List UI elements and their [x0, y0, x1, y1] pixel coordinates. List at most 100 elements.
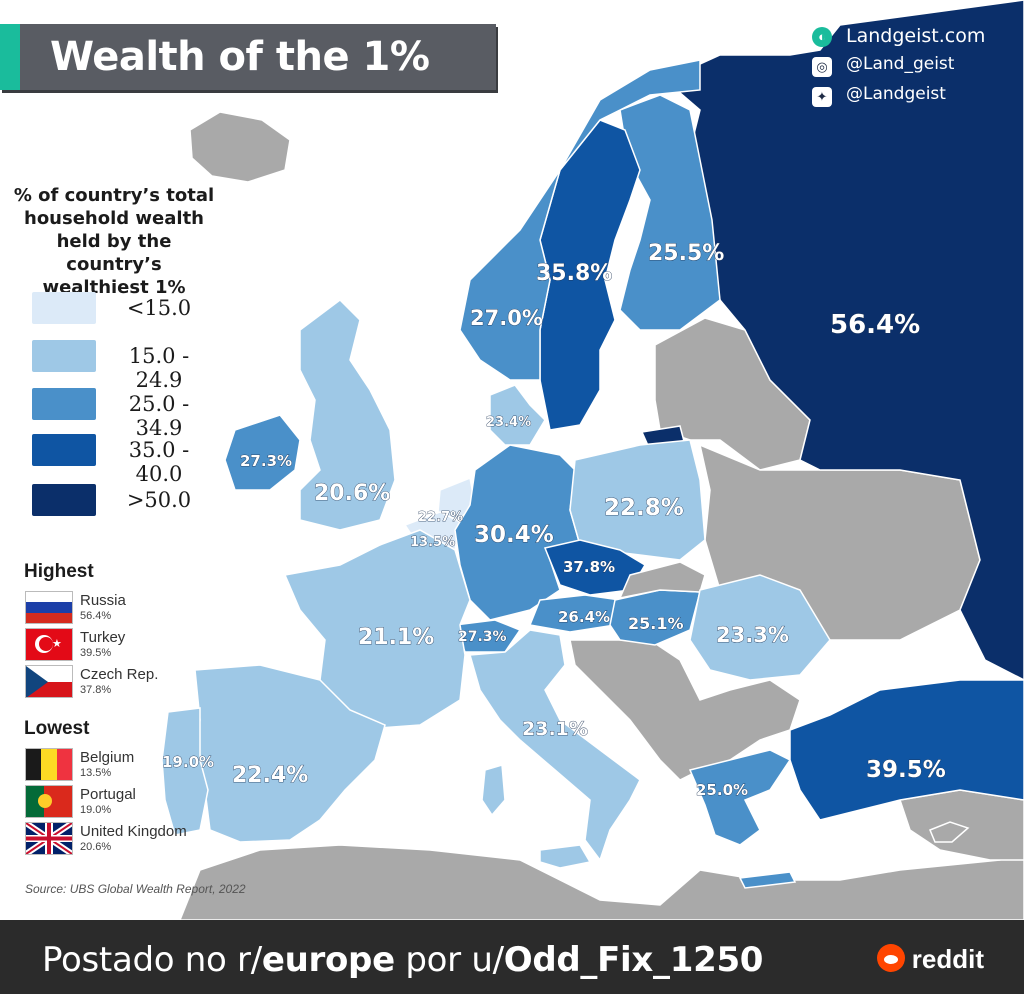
reddit-alien-icon — [877, 944, 905, 972]
lowest-heading: Lowest — [24, 718, 90, 739]
uk-flag-graphic — [26, 823, 72, 854]
legend-swatch-3 — [32, 388, 96, 420]
legend-swatch-1 — [32, 292, 96, 324]
region-italy — [469, 629, 641, 862]
lowest-3-value: 20.6% — [80, 841, 112, 853]
region-cyprus — [929, 821, 970, 843]
label-finland: 25.5% — [648, 241, 724, 266]
label-ireland: 27.3% — [240, 452, 292, 470]
label-poland: 22.8% — [604, 495, 684, 521]
legend-title-line: held by the country’s — [56, 231, 172, 275]
label-romania: 23.3% — [716, 623, 789, 647]
label-russia: 56.4% — [830, 310, 920, 340]
legend-swatch-4 — [32, 434, 96, 466]
region-portugal — [161, 707, 209, 836]
label-italy: 23.1% — [522, 718, 588, 740]
page-title: Wealth of the 1% — [50, 34, 430, 80]
region-romania — [689, 574, 831, 681]
region-iceland — [189, 111, 291, 183]
legend-label-4: 35.0 - 40.0 — [128, 438, 190, 486]
lowest-1-name: Belgium — [80, 749, 135, 766]
highest-1-value: 56.4% — [80, 610, 112, 622]
label-denmark: 23.4% — [486, 415, 531, 430]
lowest-3-name: United Kingdom — [80, 823, 187, 840]
label-greece: 25.0% — [696, 781, 748, 799]
highest-2-name: Turkey — [80, 629, 126, 646]
lowest-2-name: Portugal — [80, 786, 136, 803]
legend-title-line: % of country’s total — [13, 185, 215, 206]
label-portugal: 19.0% — [162, 753, 214, 771]
legend-label-2: 15.0 - 24.9 — [128, 344, 190, 392]
uk-flag-icon — [25, 822, 73, 855]
footer-user[interactable]: Odd_Fix_1250 — [503, 940, 764, 980]
highest-3-name: Czech Rep. — [80, 666, 159, 683]
label-turkey: 39.5% — [866, 757, 946, 783]
region-turkey — [789, 679, 1024, 821]
label-uk: 20.6% — [314, 481, 390, 506]
value-labels: 56.4% 25.5% 35.8% 27.0% 23.4% 27.3% 20.6… — [162, 241, 947, 800]
czech-flag-icon — [25, 665, 73, 698]
europe-map: 56.4% 25.5% 35.8% 27.0% 23.4% 27.3% 20.6… — [161, 0, 1024, 920]
source-note: Source: UBS Global Wealth Report, 2022 — [25, 882, 246, 896]
footer-subreddit[interactable]: europe — [261, 940, 395, 980]
brand-instagram: @Land_geist — [846, 54, 955, 74]
legend-label-3: 25.0 - 34.9 — [128, 392, 190, 440]
footer-bar — [0, 920, 1024, 994]
legend-swatch-2 — [32, 340, 96, 372]
legend-label-1: <15.0 — [126, 296, 192, 320]
label-spain: 22.4% — [232, 763, 308, 788]
label-hungary: 25.1% — [628, 614, 684, 633]
label-belgium: 13.5% — [410, 535, 455, 550]
label-austria: 26.4% — [558, 608, 610, 626]
region-ireland — [224, 414, 301, 491]
lowest-2-value: 19.0% — [80, 804, 112, 816]
twitter-icon: ✦ — [812, 87, 832, 107]
region-uk — [299, 299, 396, 531]
region-france — [283, 529, 471, 729]
landgeist-logo-icon: ◐ — [812, 27, 832, 47]
label-france: 21.1% — [358, 625, 434, 650]
footer-credit: Postado no r/europe por u/Odd_Fix_1250 — [42, 940, 763, 980]
highest-2-value: 39.5% — [80, 647, 112, 659]
belgium-flag-icon — [25, 748, 73, 781]
label-switzerland: 27.3% — [458, 629, 507, 645]
region-sicily — [539, 844, 592, 869]
label-norway: 27.0% — [470, 306, 543, 330]
region-poland — [569, 439, 706, 561]
highest-heading: Highest — [24, 561, 94, 582]
reddit-logo: reddit — [911, 944, 984, 974]
footer-middle: por u/ — [394, 940, 504, 980]
instagram-icon: ◎ — [812, 57, 832, 77]
label-sweden: 35.8% — [536, 261, 612, 286]
label-netherlands: 22.7% — [418, 510, 463, 525]
region-greece — [688, 749, 792, 846]
region-balkans — [569, 639, 801, 781]
legend-label-5: >50.0 — [126, 488, 192, 512]
legend-title-line: household wealth — [24, 208, 204, 229]
brand-twitter: @Landgeist — [846, 84, 946, 104]
turkey-flag-icon: ★ — [25, 628, 73, 661]
highest-3-value: 37.8% — [80, 684, 112, 696]
region-baltics-belarus — [654, 317, 811, 471]
title-accent-bar — [0, 24, 20, 90]
highest-1-name: Russia — [80, 592, 126, 609]
brand-site: Landgeist.com — [846, 25, 986, 47]
legend-title: % of country’s total household wealth he… — [8, 184, 220, 299]
label-czech: 37.8% — [563, 558, 615, 576]
portugal-flag-icon — [25, 785, 73, 818]
region-middle-east — [899, 789, 1024, 861]
region-germany — [454, 444, 581, 621]
region-norway — [459, 59, 701, 381]
footer-prefix: Postado no r/ — [42, 940, 262, 980]
title-banner — [0, 24, 496, 90]
region-denmark — [489, 384, 546, 446]
label-germany: 30.4% — [474, 522, 554, 548]
region-crete — [738, 871, 797, 889]
region-north-africa — [179, 844, 1024, 920]
russia-flag-icon — [25, 591, 73, 624]
legend-swatch-5 — [32, 484, 96, 516]
region-sardinia — [481, 764, 506, 817]
region-finland — [619, 94, 721, 331]
lowest-1-value: 13.5% — [80, 767, 112, 779]
